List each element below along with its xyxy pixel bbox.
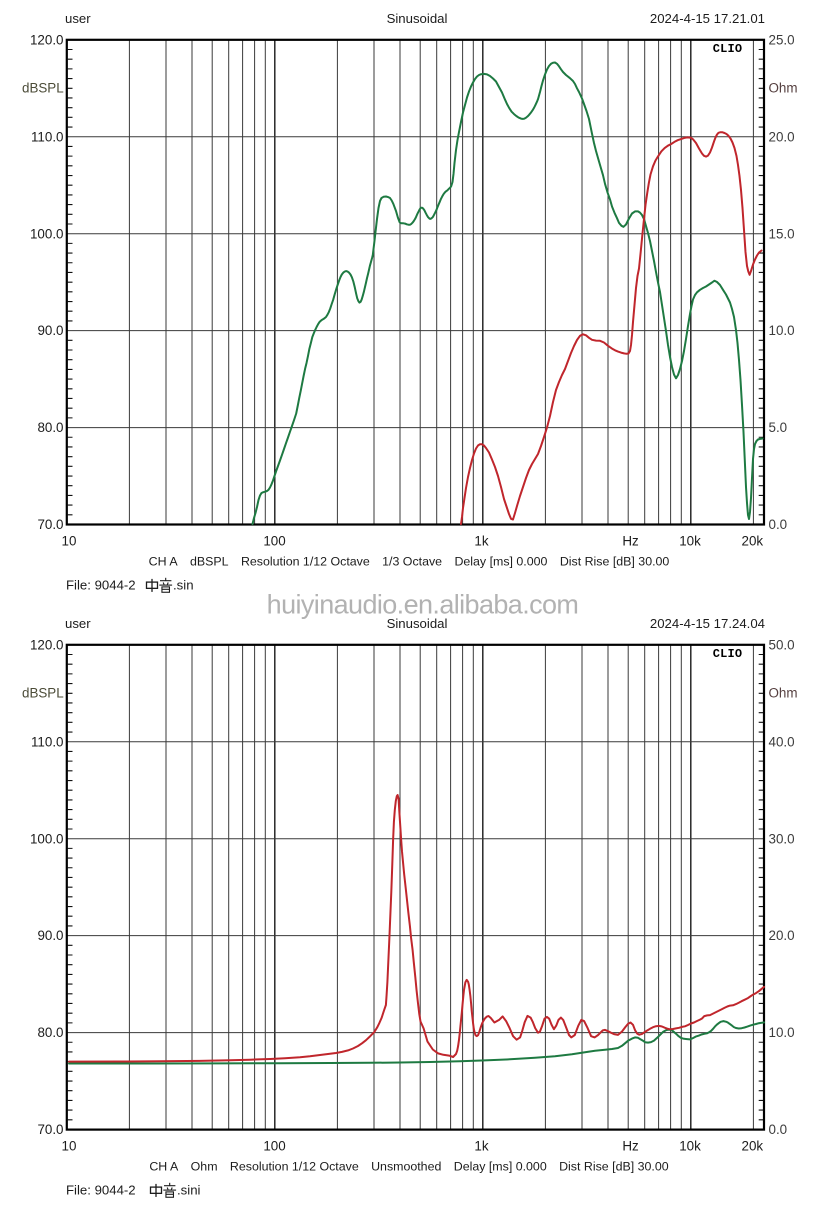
svg-text:File: 9044-2: File: 9044-2 <box>66 1183 136 1198</box>
svg-text:Ohm: Ohm <box>769 81 798 96</box>
svg-text:1k: 1k <box>474 1139 488 1154</box>
svg-text:CLIO: CLIO <box>713 647 743 661</box>
svg-text:dBSPL: dBSPL <box>22 686 64 701</box>
svg-text:70.0: 70.0 <box>37 517 63 532</box>
svg-text:10.0: 10.0 <box>769 323 795 338</box>
svg-text:40.0: 40.0 <box>769 734 795 749</box>
svg-text:80.0: 80.0 <box>37 420 63 435</box>
svg-text:100.0: 100.0 <box>30 226 64 241</box>
svg-text:100: 100 <box>263 534 285 549</box>
svg-text:Ohm: Ohm <box>769 686 798 701</box>
svg-text:5.0: 5.0 <box>769 420 788 435</box>
svg-text:15.0: 15.0 <box>769 226 795 241</box>
svg-text:0.0: 0.0 <box>769 517 788 532</box>
svg-text:120.0: 120.0 <box>30 637 64 652</box>
svg-text:90.0: 90.0 <box>37 323 63 338</box>
svg-text:20.0: 20.0 <box>769 129 795 144</box>
svg-text:120.0: 120.0 <box>30 32 64 47</box>
svg-text:CH A dBSPL Resolution 1/12 Oct: CH A dBSPL Resolution 1/12 Octave 1/3 Oc… <box>149 554 670 568</box>
svg-text:110.0: 110.0 <box>31 129 64 144</box>
svg-text:10.0: 10.0 <box>769 1025 795 1040</box>
svg-text:dBSPL: dBSPL <box>22 81 64 96</box>
svg-text:1k: 1k <box>474 534 488 549</box>
svg-text:2024-4-15 17.21.01: 2024-4-15 17.21.01 <box>650 11 765 26</box>
svg-text:20k: 20k <box>742 1139 764 1154</box>
svg-text:Hz: Hz <box>622 534 639 549</box>
svg-text:30.0: 30.0 <box>769 831 795 846</box>
svg-text:100.0: 100.0 <box>30 831 64 846</box>
svg-text:Sinusoidal: Sinusoidal <box>387 616 448 631</box>
svg-text:.sin: .sin <box>173 578 194 593</box>
svg-text:0.0: 0.0 <box>769 1122 788 1137</box>
svg-text:20.0: 20.0 <box>769 928 795 943</box>
svg-text:.sini: .sini <box>177 1183 201 1198</box>
svg-text:Hz: Hz <box>622 1139 639 1154</box>
svg-text:user: user <box>65 11 91 26</box>
svg-text:File: 9044-2: File: 9044-2 <box>66 578 136 593</box>
svg-text:huiyinaudio.en.alibaba.com: huiyinaudio.en.alibaba.com <box>267 590 579 620</box>
svg-text:10k: 10k <box>679 1139 701 1154</box>
svg-text:10: 10 <box>62 1139 77 1154</box>
svg-text:110.0: 110.0 <box>31 734 64 749</box>
svg-text:80.0: 80.0 <box>37 1025 63 1040</box>
svg-text:50.0: 50.0 <box>769 637 795 652</box>
svg-text:Sinusoidal: Sinusoidal <box>387 11 448 26</box>
svg-text:70.0: 70.0 <box>37 1122 63 1137</box>
svg-text:2024-4-15 17.24.04: 2024-4-15 17.24.04 <box>650 616 765 631</box>
svg-text:CLIO: CLIO <box>713 42 743 56</box>
svg-text:20k: 20k <box>742 534 764 549</box>
svg-text:10k: 10k <box>679 534 701 549</box>
svg-text:25.0: 25.0 <box>769 32 795 47</box>
svg-text:90.0: 90.0 <box>37 928 63 943</box>
svg-text:100: 100 <box>263 1139 285 1154</box>
svg-text:10: 10 <box>62 534 77 549</box>
svg-text:CH A Ohm Resolution 1/12 Octav: CH A Ohm Resolution 1/12 Octave Unsmooth… <box>149 1159 668 1173</box>
svg-text:user: user <box>65 616 91 631</box>
